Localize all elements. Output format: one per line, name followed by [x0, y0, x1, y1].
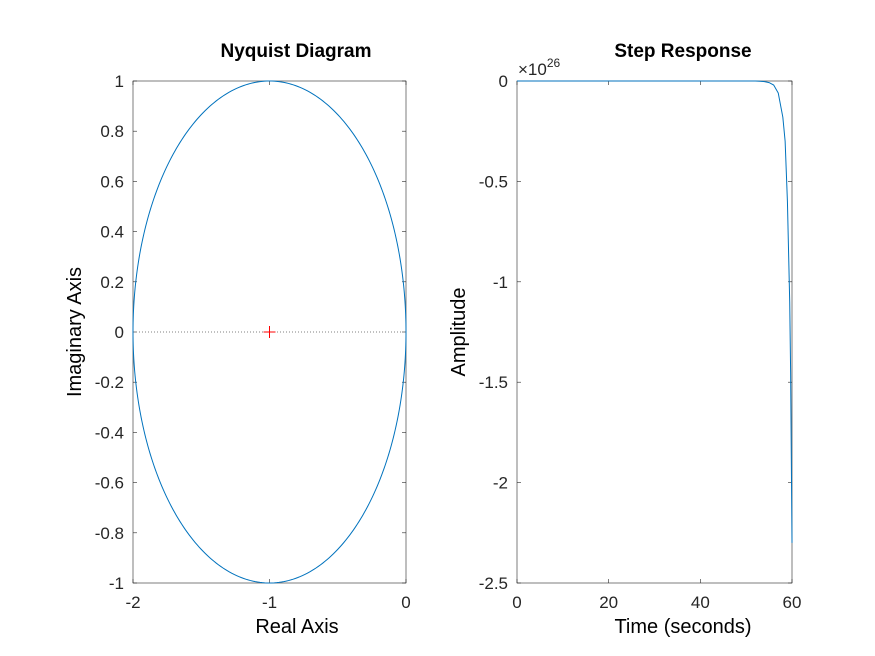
step-title: Step Response: [614, 41, 751, 62]
nyquist-y-tick-label: 0.6: [100, 172, 124, 191]
step-y-ticks: -2.5 -2 -1.5 -1 -0.5 0: [479, 72, 792, 593]
y-exponent-label: ×1026: [518, 56, 561, 79]
nyquist-y-label: Imaginary Axis: [64, 267, 86, 397]
nyquist-y-tick-label: -0.4: [95, 423, 124, 442]
nyquist-curve: [132, 80, 407, 584]
step-x-ticks: 0 20 40 60: [512, 81, 801, 612]
step-y-tick-label: -0.5: [479, 172, 508, 191]
step-response-plot: -2.5-2-1.5-1-0.50 0 20 40 60 Step Response …: [448, 41, 801, 638]
nyquist-title: Nyquist Diagram: [221, 41, 372, 62]
nyquist-plot: -1-0.8-0.6-0.4-0.200.20.40.60.81 -2 -1 0 N…: [64, 41, 411, 638]
nyquist-y-tick-label: 0.4: [100, 223, 124, 242]
nyquist-y-tick-label: -0.2: [95, 373, 124, 392]
step-x-tick-label: 20: [599, 593, 618, 612]
step-x-label: Time (seconds): [614, 616, 751, 638]
step-x-tick-label: 60: [783, 593, 802, 612]
nyquist-y-tick-label: 0: [115, 323, 124, 342]
y-exponent-base: ×10: [518, 60, 547, 79]
critical-point-marker: [263, 326, 276, 338]
step-y-tick-label: -1: [493, 273, 508, 292]
step-y-label: Amplitude: [448, 288, 470, 377]
nyquist-x-label: Real Axis: [255, 616, 338, 638]
nyquist-x-ticks: -2 -1 0: [125, 81, 411, 612]
nyquist-y-tick-label: 1: [115, 72, 124, 91]
nyquist-x-tick-label: 0: [401, 593, 410, 612]
step-x-tick-label: 40: [691, 593, 710, 612]
nyquist-x-tick-label: -2: [125, 593, 140, 612]
step-y-tick-label: -2: [493, 474, 508, 493]
step-y-tick-label: -1.5: [479, 373, 508, 392]
nyquist-y-tick-label: -0.8: [95, 524, 124, 543]
step-y-tick-label: 0: [499, 72, 508, 91]
nyquist-x-tick-label: -1: [262, 593, 277, 612]
nyquist-y-tick-label: -0.6: [95, 474, 124, 493]
nyquist-y-ticks: -1 -0.8 -0.6 -0.4 -0.2 0 0.2 0.4 0.6 0.8 1: [95, 72, 406, 593]
step-response-curve: [517, 80, 793, 543]
nyquist-y-tick-label: 0.8: [100, 122, 124, 141]
step-y-tick-label: -2.5: [479, 574, 508, 593]
y-exponent-power: 26: [547, 56, 561, 70]
step-x-tick-label: 0: [512, 593, 521, 612]
step-axes-box: [516, 80, 793, 584]
nyquist-y-tick-label: 0.2: [100, 273, 124, 292]
nyquist-y-tick-label: -1: [109, 574, 124, 593]
